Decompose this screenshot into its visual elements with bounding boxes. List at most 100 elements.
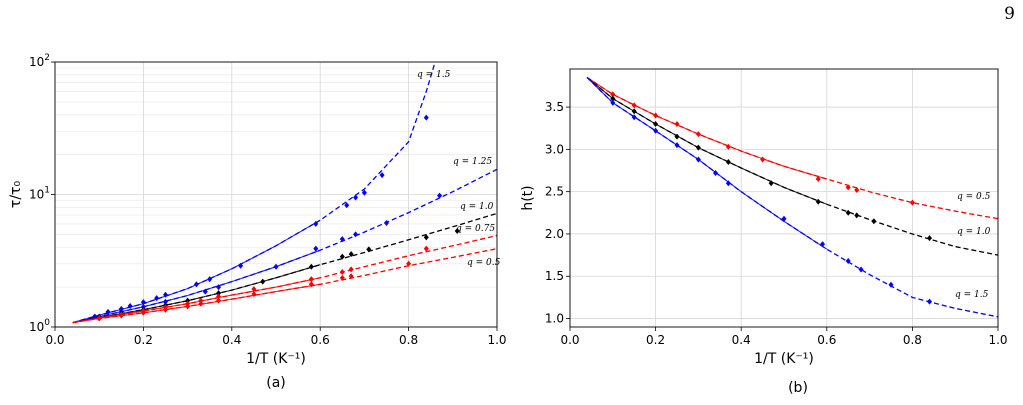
data-point-q1.0 bbox=[927, 235, 933, 242]
data-point-q1.5 bbox=[820, 241, 826, 248]
data-point-q0.5 bbox=[140, 309, 146, 316]
data-point-q1.0 bbox=[631, 108, 637, 115]
data-point-q1.0 bbox=[674, 133, 680, 140]
data-point-q1.5 bbox=[631, 114, 637, 121]
x-tick-label: 0.2 bbox=[134, 333, 153, 347]
series-line-q0.5 bbox=[586, 76, 999, 220]
data-point-q1.0 bbox=[308, 263, 314, 270]
series-line-q1.5 bbox=[586, 77, 999, 318]
data-point-q0.75 bbox=[308, 276, 314, 283]
data-point-q1.5 bbox=[695, 156, 701, 163]
data-point-q1.25 bbox=[163, 298, 168, 305]
data-point-q1.25 bbox=[353, 231, 359, 238]
data-point-q1.5 bbox=[207, 276, 213, 283]
data-point-q1.5 bbox=[379, 172, 385, 179]
data-point-q1.5 bbox=[193, 281, 199, 288]
series-fit-q0.5 bbox=[72, 283, 321, 324]
x-tick-label: 0.6 bbox=[817, 333, 836, 347]
data-point-q1.5 bbox=[353, 194, 359, 201]
data-point-q1.25 bbox=[384, 219, 389, 226]
x-tick-label: 1.0 bbox=[487, 333, 506, 347]
annotation-q0.5: q = 0.5 bbox=[467, 258, 501, 268]
x-axis-label: 1/T (K⁻¹) bbox=[246, 351, 306, 367]
data-point-q1.5 bbox=[163, 291, 168, 298]
data-point-q1.25 bbox=[202, 288, 208, 295]
series-fit-q1.5 bbox=[586, 77, 828, 250]
x-tick-label: 0.4 bbox=[732, 333, 751, 347]
data-point-q1.0 bbox=[845, 209, 851, 216]
data-point-q1.5 bbox=[781, 215, 787, 222]
data-point-q1.0 bbox=[854, 212, 860, 219]
data-point-q1.5 bbox=[140, 299, 146, 306]
data-point-q0.5 bbox=[308, 281, 314, 288]
y-axis-label: h(t) bbox=[520, 185, 536, 210]
data-point-q0.5 bbox=[96, 315, 102, 322]
y-tick-label: 100 bbox=[29, 318, 50, 334]
data-point-q1.5 bbox=[858, 266, 864, 273]
annotation-q1.5: q = 1.5 bbox=[417, 70, 451, 80]
data-point-q1.0 bbox=[610, 95, 616, 102]
x-tick-label: 0.6 bbox=[311, 333, 330, 347]
data-point-q1.5 bbox=[154, 295, 160, 302]
y-tick-label: 1.5 bbox=[545, 269, 564, 283]
x-tick-label: 0.4 bbox=[222, 333, 241, 347]
data-point-q1.5 bbox=[118, 305, 124, 312]
data-point-q1.25 bbox=[216, 284, 222, 291]
data-point-q0.5 bbox=[339, 274, 345, 281]
data-point-q0.5 bbox=[251, 291, 257, 298]
data-point-q1.0 bbox=[348, 251, 354, 258]
data-point-q1.5 bbox=[313, 220, 319, 227]
annotation-q1.0: q = 1.0 bbox=[460, 202, 494, 212]
data-point-q1.5 bbox=[610, 99, 616, 106]
data-point-q0.5 bbox=[118, 312, 124, 319]
annotation-q0.5: q = 0.5 bbox=[957, 192, 991, 202]
data-point-q0.5 bbox=[909, 199, 915, 206]
data-point-q0.5 bbox=[163, 306, 168, 313]
series-line-q0.75 bbox=[72, 234, 498, 324]
data-point-q1.5 bbox=[713, 170, 719, 177]
x-tick-label: 0.0 bbox=[560, 333, 579, 347]
data-point-q0.5 bbox=[631, 102, 637, 109]
series-fit-q1.0 bbox=[586, 77, 828, 205]
y-tick-label: 102 bbox=[29, 53, 50, 69]
data-point-q1.0 bbox=[423, 234, 429, 241]
plot-frame bbox=[54, 61, 498, 328]
x-tick-label: 0.8 bbox=[399, 333, 418, 347]
data-point-q0.5 bbox=[406, 260, 412, 267]
data-point-q1.0 bbox=[653, 120, 659, 127]
panel-caption: (a) bbox=[266, 375, 286, 391]
data-point-q0.5 bbox=[185, 303, 191, 310]
data-point-q1.5 bbox=[238, 262, 244, 269]
y-tick-label: 101 bbox=[29, 186, 50, 202]
data-point-q1.5 bbox=[105, 308, 111, 315]
y-tick-label: 3.0 bbox=[545, 142, 564, 156]
data-point-q1.0 bbox=[216, 290, 222, 297]
data-point-q1.5 bbox=[653, 127, 659, 134]
data-point-q1.0 bbox=[695, 144, 701, 151]
data-point-q0.75 bbox=[216, 293, 222, 300]
data-point-q1.0 bbox=[768, 180, 774, 187]
data-point-q0.5 bbox=[854, 186, 860, 193]
data-point-q1.25 bbox=[339, 236, 345, 243]
y-tick-label: 3.5 bbox=[545, 100, 564, 114]
data-point-q1.5 bbox=[888, 281, 894, 288]
x-tick-label: 0.8 bbox=[903, 333, 922, 347]
data-point-q1.5 bbox=[127, 303, 133, 310]
data-point-q1.0 bbox=[815, 198, 821, 205]
y-tick-label: 1.0 bbox=[545, 312, 564, 326]
data-point-q1.25 bbox=[313, 245, 319, 252]
data-point-q0.5 bbox=[198, 300, 204, 307]
data-point-q0.5 bbox=[760, 156, 766, 163]
data-point-q1.5 bbox=[725, 180, 731, 187]
data-point-q1.0 bbox=[339, 253, 345, 260]
data-point-q1.5 bbox=[927, 298, 933, 305]
data-point-q0.75 bbox=[423, 245, 429, 252]
chart-a: 0.0 0.2 0.4 0.6 0.8 1.0 100 101 102 q = 1.5 q = 1.… bbox=[8, 53, 507, 391]
data-point-q0.5 bbox=[653, 112, 659, 119]
y-axis-label: τ/τ₀ bbox=[8, 181, 24, 209]
x-tick-label: 0.0 bbox=[45, 333, 64, 347]
y-tick-label: 2.5 bbox=[545, 185, 564, 199]
data-point-q1.5 bbox=[674, 142, 680, 149]
x-tick-label: 0.2 bbox=[646, 333, 665, 347]
data-point-q1.0 bbox=[454, 228, 460, 235]
